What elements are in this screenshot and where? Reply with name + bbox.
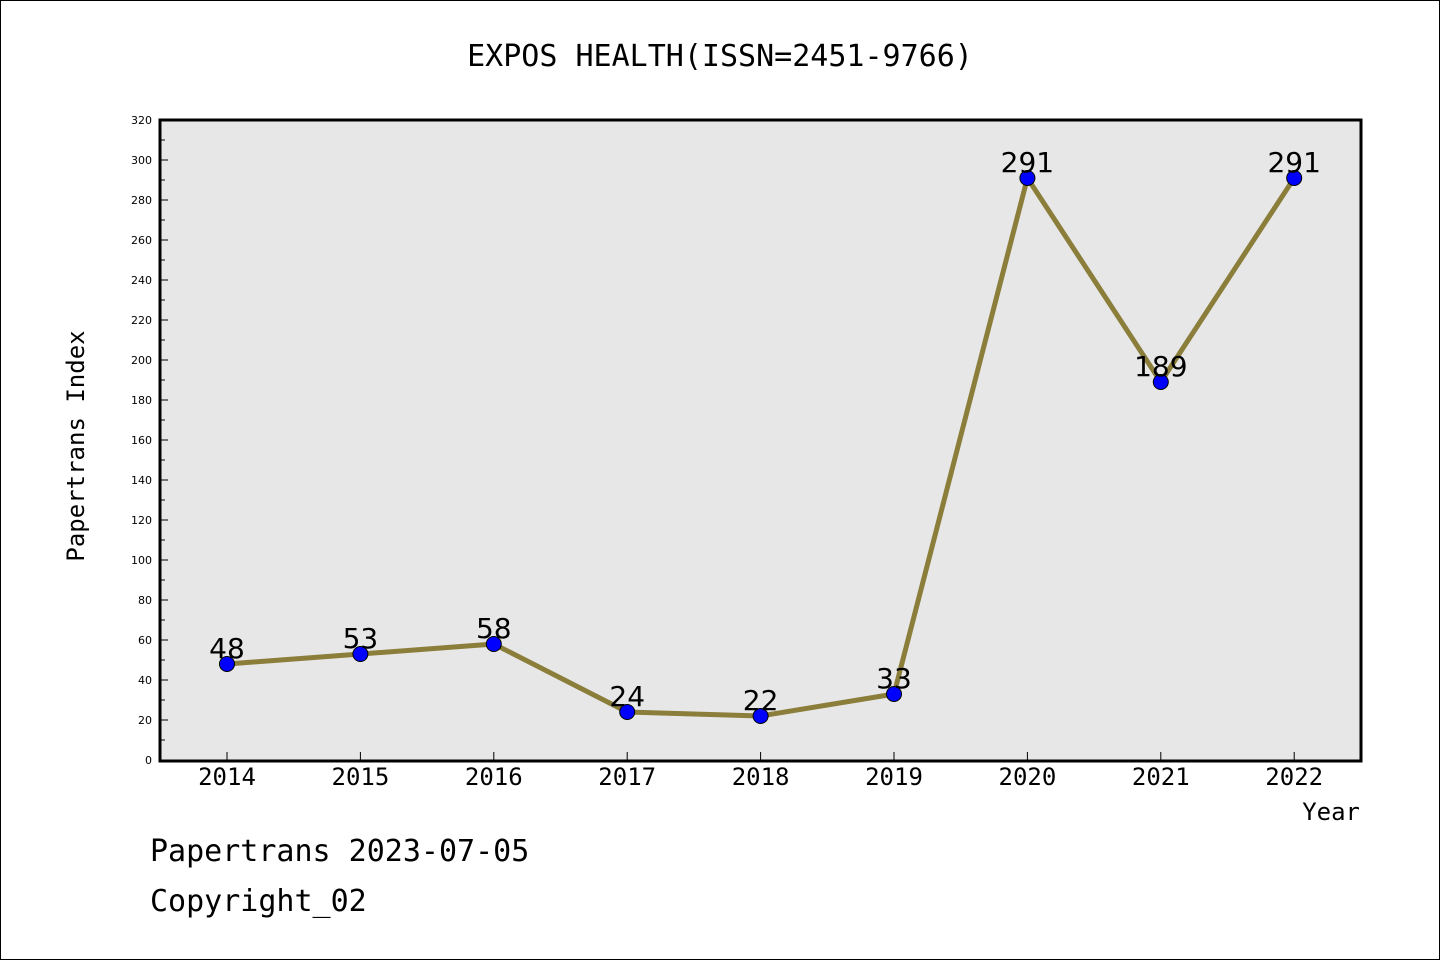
y-tick-label: 220: [131, 314, 152, 327]
footer-copyright: Copyright_02: [150, 884, 367, 919]
y-tick-label: 120: [131, 514, 152, 527]
data-label: 291: [1001, 146, 1054, 179]
x-tick-label: 2018: [732, 763, 790, 791]
y-tick-label: 100: [131, 554, 152, 567]
x-tick-label: 2014: [198, 763, 256, 791]
y-tick-label: 200: [131, 354, 152, 367]
data-point: [1286, 170, 1303, 186]
data-label: 48: [209, 632, 245, 665]
y-tick-label: 80: [138, 594, 152, 607]
data-label: 58: [476, 612, 512, 645]
plot-area: [158, 118, 1363, 763]
x-tick-label: 2017: [598, 763, 656, 791]
data-labels: 48 53 58 24 22 33 291 189 291: [209, 146, 1321, 717]
y-tick-label: 320: [131, 114, 152, 127]
data-point: [619, 704, 636, 720]
y-tick-label: 20: [138, 714, 152, 727]
data-point: [485, 636, 502, 652]
y-axis: 0 20 40 60 80 100 120 140 160 180 200 220 240 260 280 3…: [131, 114, 168, 767]
y-tick-label: 280: [131, 194, 152, 207]
data-markers: [219, 170, 1303, 724]
data-label: 189: [1134, 350, 1187, 383]
x-tick-label: 2020: [999, 763, 1057, 791]
y-tick-label: 0: [145, 754, 152, 767]
y-tick-label: 160: [131, 434, 152, 447]
x-tick-label: 2022: [1265, 763, 1323, 791]
data-point: [1019, 170, 1036, 186]
data-point: [352, 646, 369, 662]
y-tick-label: 180: [131, 394, 152, 407]
data-point: [886, 686, 902, 702]
chart-title: EXPOS HEALTH(ISSN=2451-9766): [467, 39, 973, 74]
y-tick-label: 300: [131, 154, 152, 167]
y-tick-label: 140: [131, 474, 152, 487]
y-tick-label: 240: [131, 274, 152, 287]
x-tick-label: 2021: [1132, 763, 1190, 791]
y-tick-label: 40: [138, 674, 152, 687]
data-label: 22: [743, 684, 779, 717]
x-tick-label: 2016: [465, 763, 523, 791]
data-label: 291: [1267, 146, 1320, 179]
data-label: 24: [609, 680, 645, 713]
x-tick-label: 2015: [332, 763, 390, 791]
y-tick-label: 260: [131, 234, 152, 247]
data-label: 53: [343, 622, 379, 655]
y-axis-title: Papertrans Index: [62, 330, 90, 561]
data-point: [752, 708, 769, 724]
data-label: 33: [876, 662, 912, 695]
x-axis: 2014 2015 2016 2017 2018 2019 2020 2021 2022: [198, 752, 1323, 791]
footer-date: Papertrans 2023-07-05: [150, 834, 530, 869]
x-axis-title: Year: [1302, 798, 1360, 826]
y-tick-label: 60: [138, 634, 152, 647]
data-point: [219, 656, 235, 672]
x-tick-label: 2019: [865, 763, 923, 791]
data-point: [1152, 374, 1169, 390]
